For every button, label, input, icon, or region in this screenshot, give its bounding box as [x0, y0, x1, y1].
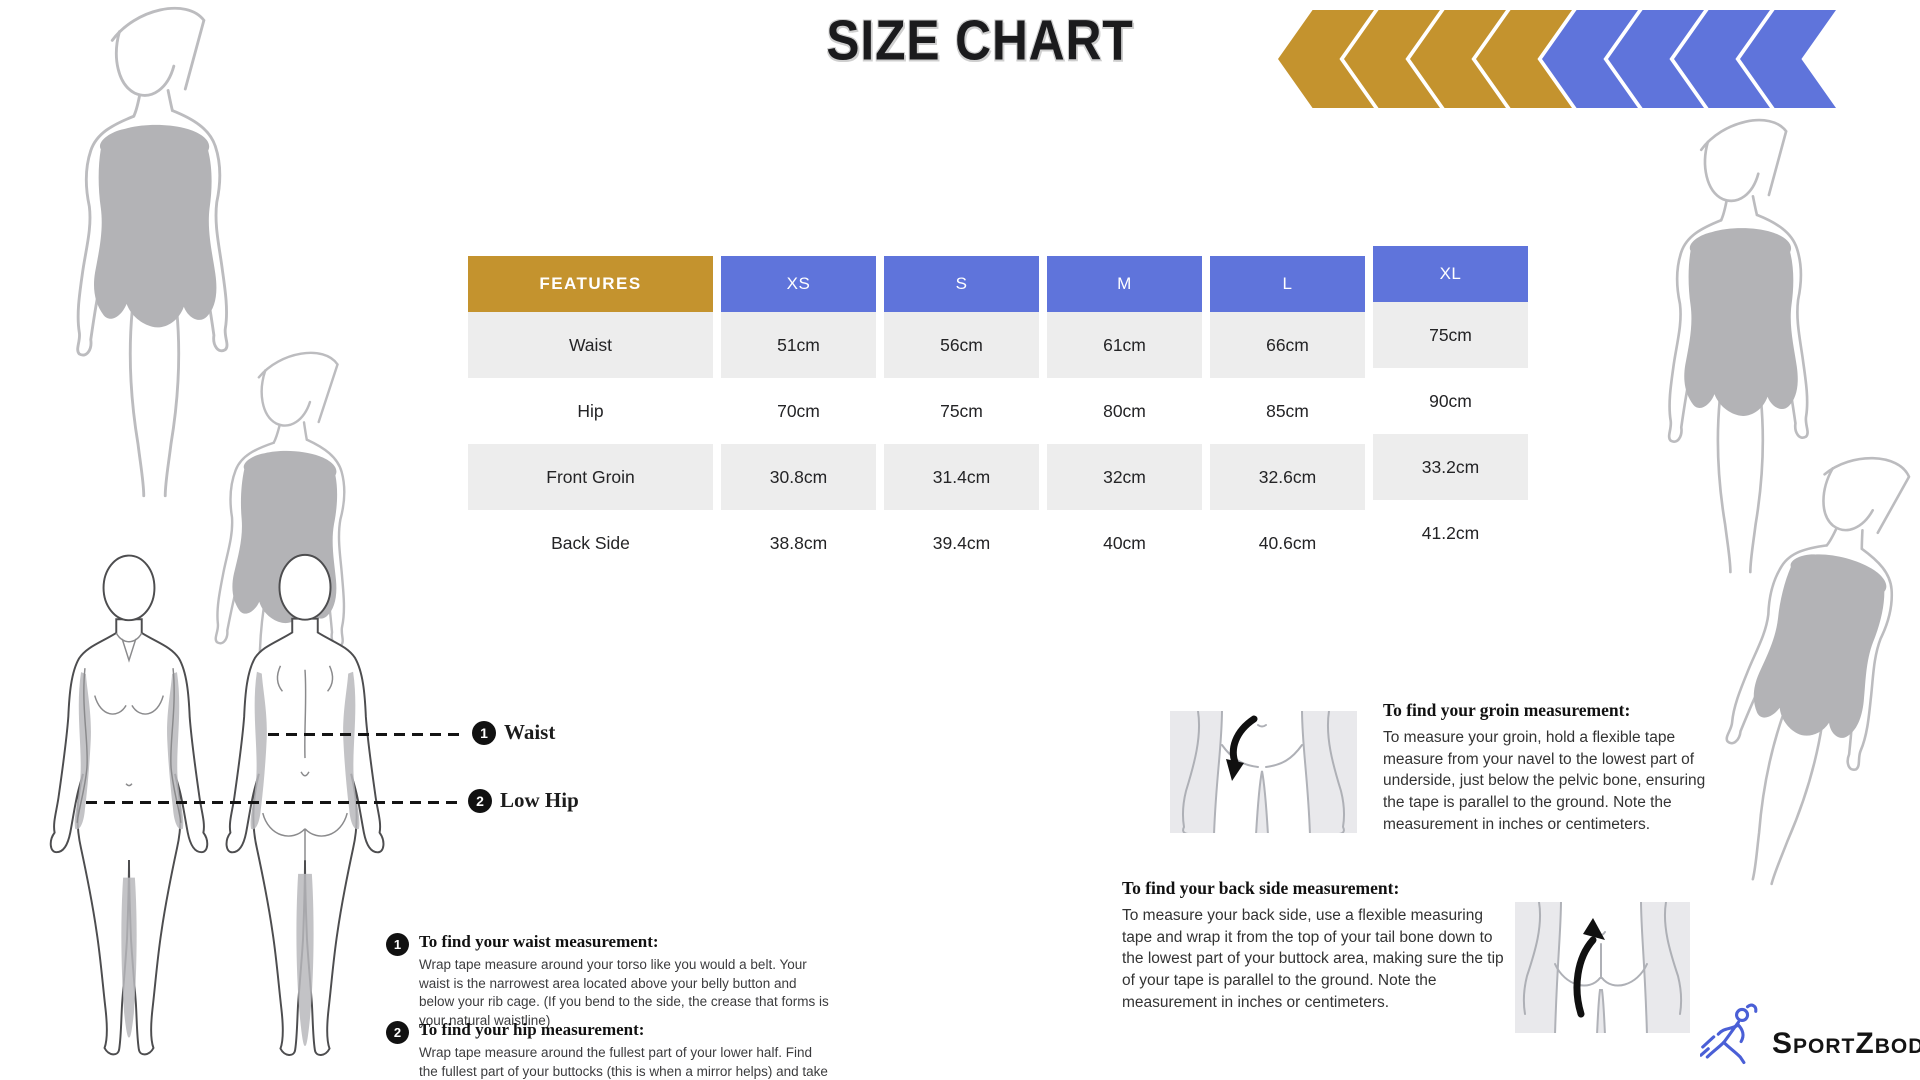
backside-instruction: To find your back side measurement: To m…: [1122, 878, 1512, 1013]
feature-name: Back Side: [551, 532, 630, 553]
size-value: 61cm: [1047, 312, 1202, 378]
waist-dashed-line: [268, 733, 464, 736]
wordmark-s: S: [1772, 1027, 1794, 1060]
feature-name: Front Groin: [468, 444, 713, 510]
instruction-1-badge: 1: [386, 933, 409, 956]
size-value: 33.2cm: [1373, 434, 1528, 500]
size-column-l: L 66cm 85cm 32.6cm 40.6cm: [1210, 256, 1365, 576]
groin-instruction-heading: To find your groin measurement:: [1383, 700, 1631, 720]
size-value: 90cm: [1429, 390, 1472, 411]
size-value: 30.8cm: [721, 444, 876, 510]
low-hip-label: 2 Low Hip: [468, 788, 579, 813]
size-value: 31.4cm: [884, 444, 1039, 510]
instruction-2-badge: 2: [386, 1021, 409, 1044]
size-value: 40cm: [1103, 532, 1146, 553]
waist-instruction: 1 To find your waist measurement: Wrap t…: [386, 932, 834, 1031]
size-value: 75cm: [1373, 302, 1528, 368]
brand-logo: SPORTZBODY: [1700, 1003, 1920, 1069]
wordmark-z: Z: [1855, 1027, 1875, 1060]
feature-name: Hip: [577, 400, 604, 421]
size-header-l: L: [1210, 256, 1365, 312]
size-column-s: S 56cm 75cm 31.4cm 39.4cm: [884, 256, 1039, 576]
size-table: FEATURES Waist Hip Front Groin Back Side…: [468, 246, 1528, 576]
waist-number-badge: 1: [472, 720, 496, 745]
backside-instruction-body: To measure your back side, use a flexibl…: [1122, 907, 1504, 1011]
size-value: 32.6cm: [1210, 444, 1365, 510]
size-column-m: M 61cm 80cm 32cm 40cm: [1047, 256, 1202, 576]
size-header-xs: XS: [721, 256, 876, 312]
runner-icon: [1700, 1003, 1758, 1065]
wordmark-port: PORT: [1793, 1035, 1856, 1058]
hip-instruction-body: Wrap tape measure around the fullest par…: [419, 1045, 828, 1079]
size-value: 66cm: [1210, 312, 1365, 378]
size-value: 40.6cm: [1258, 532, 1317, 553]
brand-wordmark: SPORTZBODY: [1772, 1027, 1920, 1069]
size-value: 38.8cm: [769, 532, 828, 553]
size-value: 75cm: [940, 400, 983, 421]
wordmark-body: BODY: [1874, 1035, 1920, 1058]
size-value: 80cm: [1103, 400, 1146, 421]
hip-instruction: 2 To find your hip measurement: Wrap tap…: [386, 1020, 834, 1080]
size-header-s: S: [884, 256, 1039, 312]
backside-illustration: [1515, 902, 1690, 1033]
hip-instruction-heading: To find your hip measurement:: [419, 1020, 645, 1039]
measurement-figure-front: [49, 554, 209, 1056]
low-hip-label-text: Low Hip: [500, 788, 579, 812]
waist-instruction-body: Wrap tape measure around your torso like…: [419, 957, 829, 1028]
size-value: 32cm: [1047, 444, 1202, 510]
groin-instruction: To find your groin measurement: To measu…: [1383, 700, 1718, 835]
waist-label: 1 Waist: [472, 720, 555, 745]
size-column-xl: XL 75cm 90cm 33.2cm 41.2cm: [1373, 246, 1528, 566]
waist-instruction-heading: To find your waist measurement:: [419, 932, 659, 951]
features-header: FEATURES: [468, 256, 713, 312]
size-header-m: M: [1047, 256, 1202, 312]
size-value: 56cm: [884, 312, 1039, 378]
chevron-decoration: [1278, 10, 1836, 108]
backside-instruction-heading: To find your back side measurement:: [1122, 878, 1400, 898]
groin-instruction-body: To measure your groin, hold a flexible t…: [1383, 729, 1706, 833]
size-value: 85cm: [1266, 400, 1309, 421]
size-value: 41.2cm: [1421, 522, 1480, 543]
size-value: 70cm: [777, 400, 820, 421]
size-value: 39.4cm: [932, 532, 991, 553]
groin-illustration: [1170, 711, 1357, 833]
low-hip-number-badge: 2: [468, 788, 492, 813]
size-value: 51cm: [721, 312, 876, 378]
size-header-xl: XL: [1373, 246, 1528, 302]
measurement-figure-back: [225, 553, 385, 1056]
waist-label-text: Waist: [504, 720, 556, 744]
feature-name: Waist: [468, 312, 713, 378]
features-column: FEATURES Waist Hip Front Groin Back Side: [468, 256, 713, 576]
size-column-xs: XS 51cm 70cm 30.8cm 38.8cm: [721, 256, 876, 576]
page-title: SIZE CHART: [826, 9, 1134, 73]
hip-dashed-line: [86, 801, 464, 804]
